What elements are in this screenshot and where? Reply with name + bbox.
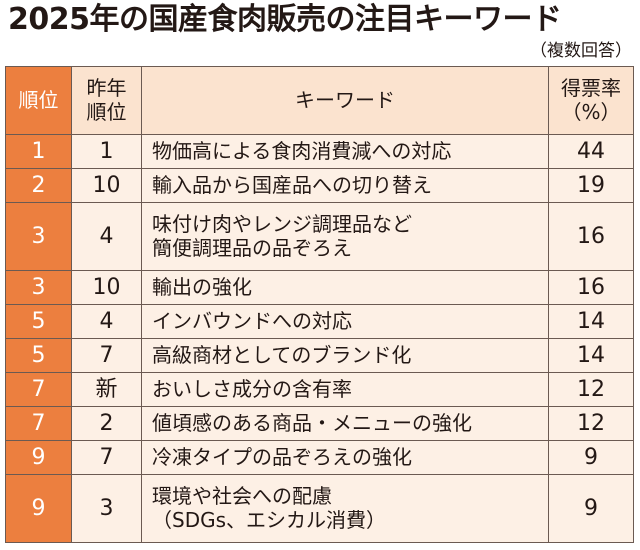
keyword-line: 高級商材としてのブランド化 xyxy=(152,342,412,367)
keyword-line: 輸出の強化 xyxy=(152,274,252,299)
rank-cell: 3 xyxy=(5,202,72,271)
table-row: 9 3 環境や社会への配慮 （SDGs、エシカル消費） 9 xyxy=(5,474,634,543)
header-pct: 得票率 （%） xyxy=(548,66,634,135)
pct-cell: 19 xyxy=(548,168,634,203)
keyword-cell: 高級商材としてのブランド化 xyxy=(141,338,549,373)
prev-rank-cell: 1 xyxy=(71,134,142,169)
prev-rank-cell: 4 xyxy=(71,202,142,271)
rank-cell: 7 xyxy=(5,372,72,407)
prev-rank-cell: 3 xyxy=(71,474,142,543)
prev-rank-cell: 新 xyxy=(71,372,142,407)
header-prev-rank: 昨年 順位 xyxy=(71,66,142,135)
keyword-line: 輸入品から国産品への切り替え xyxy=(152,172,432,197)
table-row: 1 1 物価高による食肉消費減への対応 44 xyxy=(5,134,634,169)
header-pct-text: 得票率 （%） xyxy=(561,75,621,124)
rank-cell: 9 xyxy=(5,474,72,543)
rank-cell: 2 xyxy=(5,168,72,203)
keyword-line: 物価高による食肉消費減への対応 xyxy=(152,138,452,163)
page-title: 2025年の国産食肉販売の注目キーワード xyxy=(8,2,562,37)
header-keyword: キーワード xyxy=(141,66,549,135)
table-row: 5 7 高級商材としてのブランド化 14 xyxy=(5,338,634,373)
table-row: 9 7 冷凍タイプの品ぞろえの強化 9 xyxy=(5,440,634,475)
header-rank: 順位 xyxy=(5,66,72,135)
rank-cell: 3 xyxy=(5,270,72,305)
pct-cell: 12 xyxy=(548,372,634,407)
pct-cell: 44 xyxy=(548,134,634,169)
table-row: 7 2 値頃感のある商品・メニューの強化 12 xyxy=(5,406,634,441)
pct-cell: 16 xyxy=(548,202,634,271)
keyword-line: 簡便調理品の品ぞろえ xyxy=(152,235,352,260)
rank-cell: 7 xyxy=(5,406,72,441)
rank-cell: 5 xyxy=(5,338,72,373)
prev-rank-cell: 10 xyxy=(71,270,142,305)
keyword-cell: 味付け肉やレンジ調理品など 簡便調理品の品ぞろえ xyxy=(141,202,549,271)
rank-cell: 1 xyxy=(5,134,72,169)
keyword-cell: 冷凍タイプの品ぞろえの強化 xyxy=(141,440,549,475)
keyword-ranking-table: 順位 昨年 順位 キーワード 得票率 （%） 1 1 物価高による食肉消費減への対応 44… xyxy=(5,66,634,543)
keyword-line: おいしさ成分の含有率 xyxy=(152,376,352,401)
keyword-line: インバウンドへの対応 xyxy=(152,308,352,333)
prev-rank-cell: 4 xyxy=(71,304,142,339)
keyword-line: （SDGs、エシカル消費） xyxy=(152,507,387,532)
table-row: 5 4 インバウンドへの対応 14 xyxy=(5,304,634,339)
pct-cell: 12 xyxy=(548,406,634,441)
table-body: 1 1 物価高による食肉消費減への対応 44 2 10 輸入品から国産品への切り替え 19 3 4… xyxy=(5,134,634,543)
prev-rank-cell: 7 xyxy=(71,338,142,373)
header-row: 順位 昨年 順位 キーワード 得票率 （%） xyxy=(5,66,634,135)
prev-rank-cell: 2 xyxy=(71,406,142,441)
rank-cell: 9 xyxy=(5,440,72,475)
keyword-cell: 環境や社会への配慮 （SDGs、エシカル消費） xyxy=(141,474,549,543)
header-prev-rank-text: 昨年 順位 xyxy=(86,75,127,124)
keyword-line: 環境や社会への配慮 xyxy=(152,483,332,508)
pct-cell: 14 xyxy=(548,338,634,373)
table-row: 7 新おいしさ成分の含有率 12 xyxy=(5,372,634,407)
table-row: 3 4 味付け肉やレンジ調理品など 簡便調理品の品ぞろえ 16 xyxy=(5,202,634,271)
table-row: 3 10 輸出の強化 16 xyxy=(5,270,634,305)
pct-cell: 9 xyxy=(548,440,634,475)
table-row: 2 10 輸入品から国産品への切り替え 19 xyxy=(5,168,634,203)
keyword-cell: インバウンドへの対応 xyxy=(141,304,549,339)
prev-rank-cell: 10 xyxy=(71,168,142,203)
pct-cell: 16 xyxy=(548,270,634,305)
keyword-cell: 輸出の強化 xyxy=(141,270,549,305)
multiple-answer-note: （複数回答） xyxy=(530,41,632,61)
rank-cell: 5 xyxy=(5,304,72,339)
pct-cell: 9 xyxy=(548,474,634,543)
prev-rank-cell: 7 xyxy=(71,440,142,475)
pct-cell: 14 xyxy=(548,304,634,339)
keyword-line: 味付け肉やレンジ調理品など xyxy=(152,211,412,236)
keyword-cell: おいしさ成分の含有率 xyxy=(141,372,549,407)
keyword-cell: 輸入品から国産品への切り替え xyxy=(141,168,549,203)
keyword-line: 値頃感のある商品・メニューの強化 xyxy=(152,410,472,435)
keyword-line: 冷凍タイプの品ぞろえの強化 xyxy=(152,444,412,469)
keyword-cell: 物価高による食肉消費減への対応 xyxy=(141,134,549,169)
keyword-cell: 値頃感のある商品・メニューの強化 xyxy=(141,406,549,441)
